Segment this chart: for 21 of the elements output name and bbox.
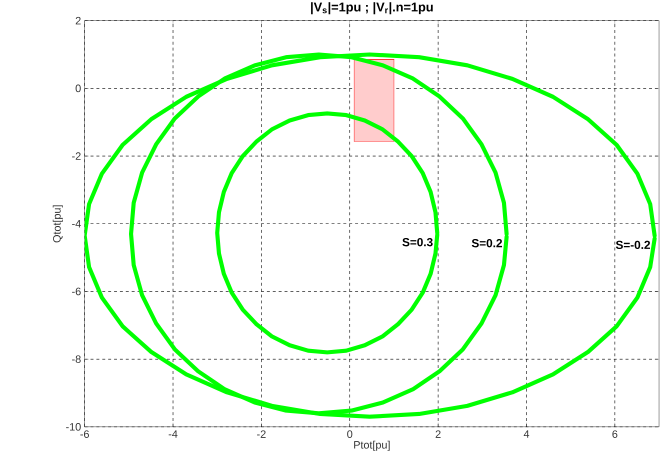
chart-title: |V$_{s}$|=1pu ; |V$_{r}$|.n=1pu [311, 2, 433, 14]
annotation: S=0.2 [472, 238, 502, 248]
x-axis-title: Ptot[pu] [354, 440, 390, 451]
x-tick-label: 4 [524, 430, 530, 438]
annotation: S=-0.2 [616, 240, 650, 249]
x-tick-label: 6 [612, 430, 618, 438]
y-tick-label: -8 [72, 355, 81, 363]
y-tick-label: -6 [72, 288, 81, 296]
x-tick-label: -2 [257, 430, 266, 438]
y-tick-label: -4 [72, 220, 81, 228]
y-axis-title: Qtot[pu] [52, 205, 63, 242]
x-tick-label: -4 [168, 430, 178, 438]
y-tick-label: -10 [66, 423, 81, 431]
line-series [84, 52, 657, 419]
x-tick-label: 0 [347, 430, 352, 438]
x-tick-label: 2 [436, 430, 441, 438]
y-tick-label: -2 [72, 152, 81, 160]
annotation: S=0.3 [402, 238, 433, 246]
y-tick-label: 2 [76, 16, 81, 24]
y-tick-label: 0 [76, 84, 81, 92]
line-series [215, 111, 440, 354]
